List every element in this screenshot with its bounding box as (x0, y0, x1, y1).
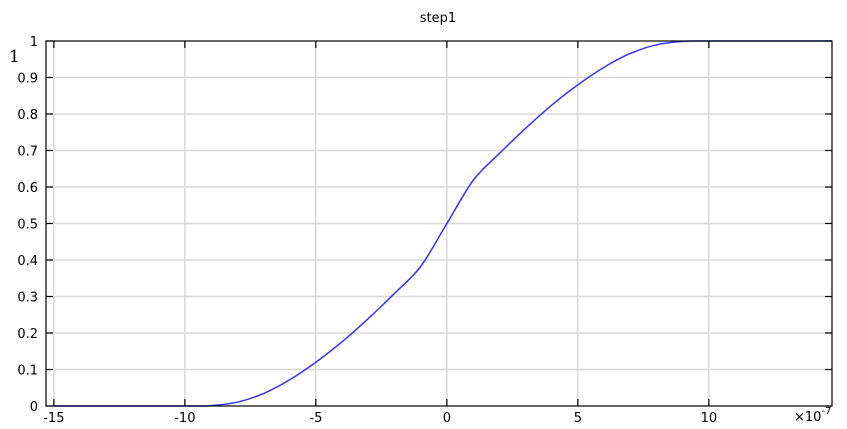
tick-layer (46, 40, 832, 407)
y-tick-label: 0.1 (17, 364, 38, 379)
y-tick-label: 0 (30, 400, 38, 415)
y-tick-label: 0.5 (17, 218, 38, 233)
x-tick-label: 0 (443, 411, 451, 426)
chart-title: step1 (420, 11, 456, 26)
x-tick-label: -10 (174, 411, 195, 426)
series-layer (53, 40, 833, 407)
x-tick-label: -5 (309, 411, 322, 426)
x-tick-label: 5 (574, 411, 582, 426)
label-layer: -15 -10 -5 0 5 10 0 0.1 0.2 0.3 0.4 0.5 0.6 0.7 0.8 0.9… (17, 35, 717, 426)
y-tick-label: 0.4 (17, 254, 38, 269)
x-exponent-power: -7 (821, 406, 831, 417)
x-tick-label: 10 (701, 411, 718, 426)
y-tick-label: 0.2 (17, 327, 38, 342)
y-tick-label: 0.9 (17, 72, 38, 87)
x-axis-exponent: ×10-7 (794, 406, 831, 425)
y-tick-label: 0.3 (17, 291, 38, 306)
series-line (53, 40, 833, 407)
y-axis-marker: 1 (9, 47, 20, 67)
y-tick-label: 0.6 (17, 181, 38, 196)
y-tick-label: 0.7 (17, 145, 38, 160)
x-tick-label: -15 (43, 411, 64, 426)
x-exponent-prefix: ×10 (794, 410, 821, 425)
grid-layer (46, 41, 832, 406)
y-tick-label: 1 (30, 35, 38, 50)
y-tick-label: 0.8 (17, 108, 38, 123)
